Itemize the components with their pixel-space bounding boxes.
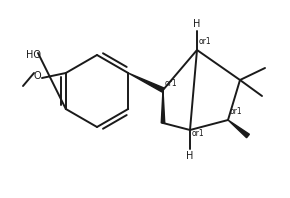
- Polygon shape: [128, 73, 164, 92]
- Text: or1: or1: [199, 37, 212, 46]
- Text: O: O: [33, 71, 41, 81]
- Text: or1: or1: [192, 129, 205, 138]
- Text: or1: or1: [165, 79, 177, 88]
- Text: HO: HO: [26, 50, 41, 60]
- Polygon shape: [161, 90, 165, 123]
- Polygon shape: [228, 120, 249, 138]
- Text: H: H: [186, 151, 194, 161]
- Text: H: H: [193, 19, 201, 29]
- Text: or1: or1: [230, 107, 243, 116]
